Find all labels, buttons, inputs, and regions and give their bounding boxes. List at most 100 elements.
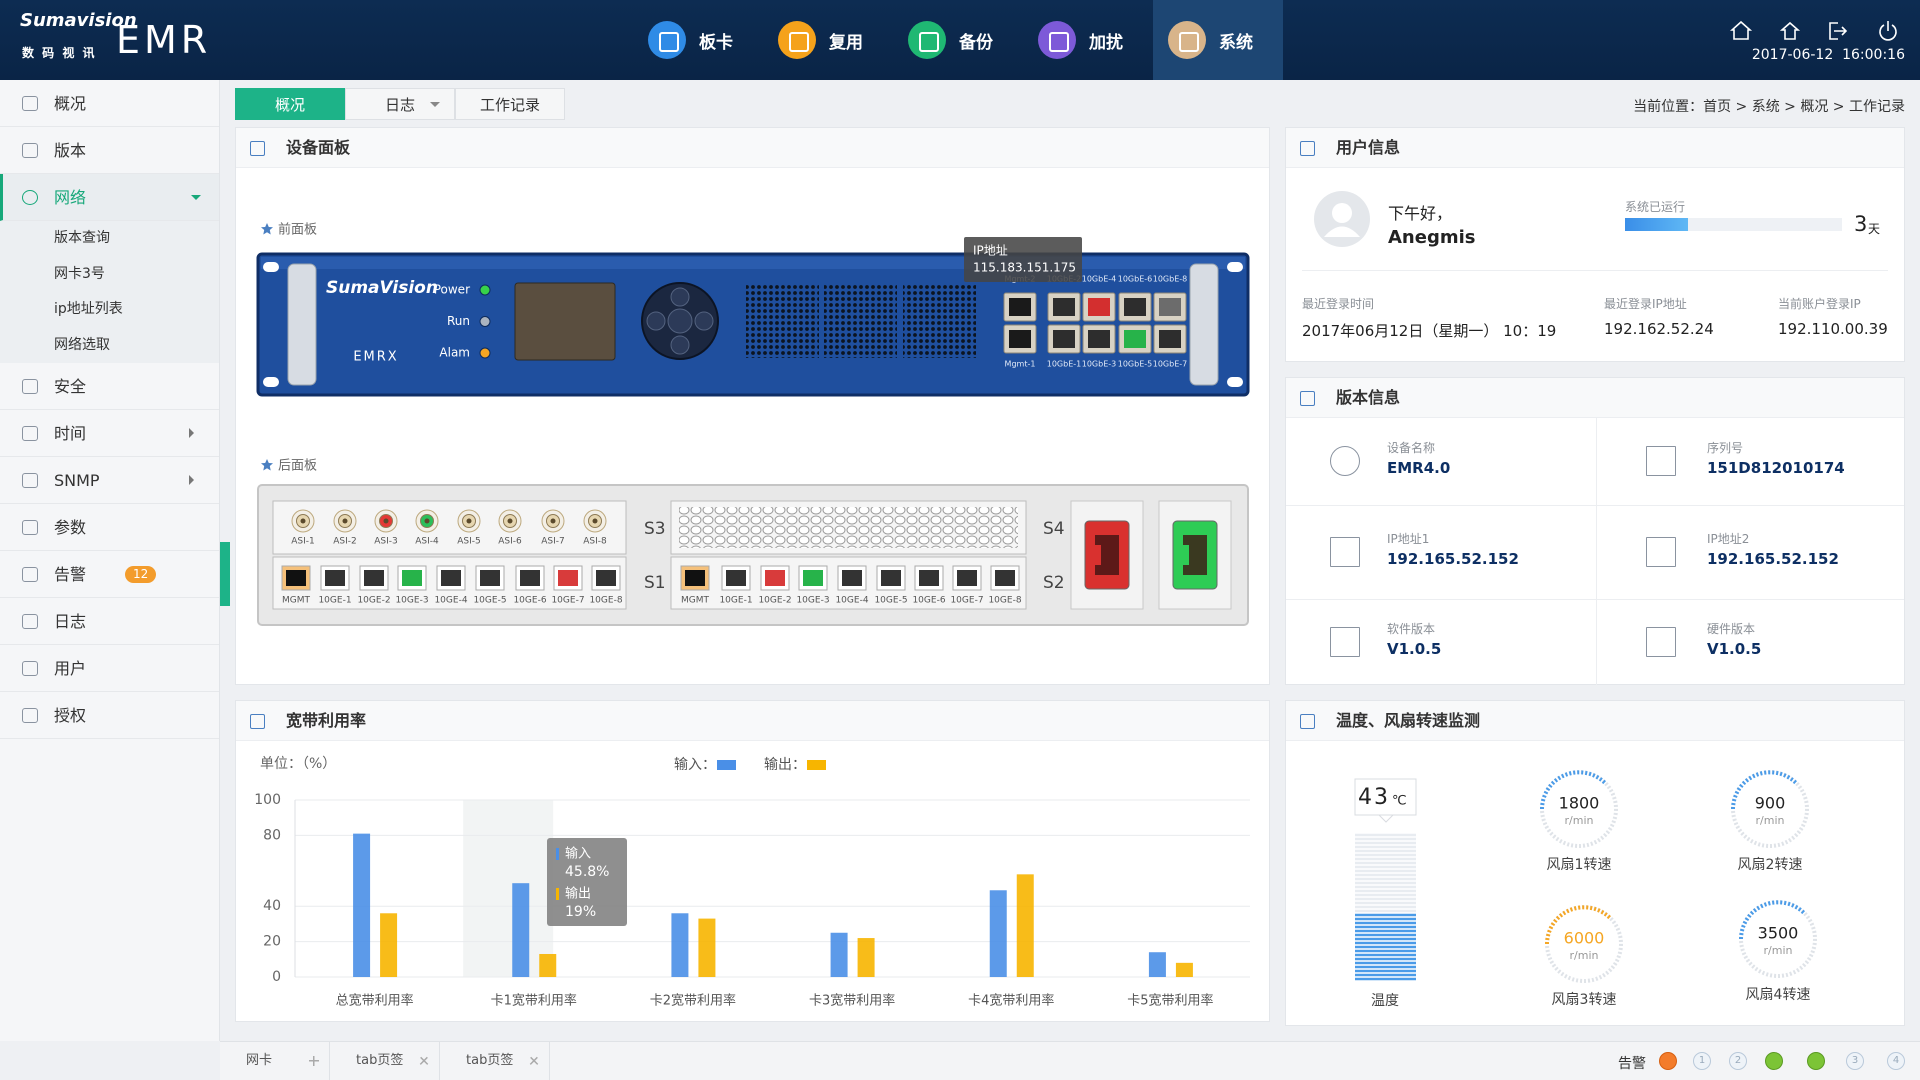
- field-icon: [1330, 537, 1360, 567]
- submenu-item[interactable]: 版本查询: [0, 221, 219, 257]
- submenu-item[interactable]: ip地址列表: [0, 292, 219, 328]
- asi-box: [272, 500, 627, 555]
- alarm-level[interactable]: [1807, 1052, 1825, 1070]
- menu-label: 授权: [54, 706, 87, 725]
- sidebar-item[interactable]: 版本: [0, 127, 219, 174]
- display: [514, 282, 616, 361]
- sidebar-item[interactable]: 安全: [0, 363, 219, 410]
- tab[interactable]: 日志: [345, 88, 455, 120]
- field-value: 192.165.52.152: [1707, 550, 1839, 568]
- divider: [1286, 505, 1904, 506]
- asi-label: ASI-8: [583, 537, 607, 547]
- sidebar-item[interactable]: 概况: [0, 80, 219, 127]
- vent: [903, 285, 976, 358]
- mount-slot: [1227, 262, 1243, 272]
- power-icon[interactable]: [1879, 21, 1897, 41]
- menu-label: 版本: [54, 141, 87, 160]
- port-label: 10GE-4: [835, 596, 868, 606]
- dpad-key: [694, 311, 714, 331]
- sidebar-item[interactable]: 告警 12: [0, 551, 219, 598]
- submenu-item[interactable]: 网卡3号: [0, 256, 219, 292]
- tab[interactable]: 工作记录: [455, 88, 565, 120]
- menu-icon: [22, 473, 38, 488]
- sidebar-item[interactable]: 日志: [0, 598, 219, 645]
- submenu-item[interactable]: 网络选取: [0, 327, 219, 363]
- alarm-level[interactable]: 3: [1846, 1052, 1864, 1070]
- sidebar-item[interactable]: 参数: [0, 504, 219, 551]
- tooltip-box: [547, 838, 627, 926]
- nav-icon: [778, 21, 816, 59]
- fan-speed: 900: [1755, 794, 1786, 813]
- alarm-level[interactable]: 4: [1887, 1052, 1905, 1070]
- home-icon[interactable]: [1730, 20, 1753, 40]
- brand-cn: 数 码 视 讯: [22, 46, 97, 60]
- close-icon[interactable]: [526, 1053, 542, 1069]
- exit-icon[interactable]: [1829, 22, 1848, 40]
- port-label: 10GE-7: [551, 596, 584, 606]
- add-icon[interactable]: [309, 1056, 319, 1066]
- uptime-unit: 天: [1868, 222, 1881, 236]
- close-icon[interactable]: [416, 1053, 432, 1069]
- alarm-level[interactable]: 2: [1729, 1052, 1747, 1070]
- alarm-level[interactable]: [1765, 1052, 1783, 1070]
- shirt-icon[interactable]: [1779, 21, 1801, 40]
- caret: [189, 475, 199, 485]
- nav-item[interactable]: 板卡: [633, 0, 763, 80]
- menu-icon: [22, 96, 38, 111]
- port-label: 10GE-5: [473, 596, 506, 606]
- nav-item[interactable]: 备份: [893, 0, 1023, 80]
- field-label: IP地址2: [1707, 532, 1750, 546]
- port-label: 10GE-2: [357, 596, 390, 606]
- nav-item[interactable]: 系统: [1153, 0, 1283, 80]
- bar: [830, 932, 848, 977]
- bar: [698, 918, 716, 977]
- fan-face: [1554, 914, 1614, 974]
- slot-label: S4: [1043, 519, 1065, 539]
- sidebar-item[interactable]: 用户: [0, 645, 219, 692]
- panel-header: 宽带利用率: [236, 701, 1269, 741]
- dpad-key: [646, 311, 666, 331]
- nav-item[interactable]: 加扰: [1023, 0, 1153, 80]
- vent: [824, 285, 897, 358]
- divider: [1302, 270, 1888, 271]
- fan-speed: 1800: [1559, 794, 1600, 813]
- bandwidth-chart: 单位：（%） 0 20 40 80 100 输入： 输出： 总宽带利用率 卡1宽带利用率 卡2宽带…: [254, 756, 1250, 1009]
- field-icon: [1646, 537, 1676, 567]
- port-label: 10GE-8: [988, 596, 1021, 606]
- alarm-level[interactable]: [1659, 1052, 1677, 1070]
- power-outlet: [1183, 535, 1207, 575]
- sidebar-item[interactable]: 时间: [0, 410, 219, 457]
- panel-title: 温度、风扇转速监测: [1336, 711, 1481, 730]
- sidebar-item[interactable]: SNMP: [0, 457, 219, 504]
- sidebar-item[interactable]: 授权: [0, 692, 219, 739]
- footer-tab[interactable]: 网卡: [220, 1042, 330, 1080]
- port-socket: [1009, 330, 1031, 348]
- port-label: 10GbE-8: [1153, 275, 1188, 284]
- field-label: 最近登录时间: [1302, 297, 1375, 311]
- sidebar-toggle[interactable]: [220, 542, 230, 606]
- panel-header: 版本信息: [1286, 378, 1904, 418]
- y-tick-label: 0: [272, 969, 281, 985]
- sidebar-item[interactable]: 网络: [0, 174, 219, 221]
- nav-item[interactable]: 复用: [763, 0, 893, 80]
- nav-label: 备份: [959, 32, 993, 53]
- field-value: 151D812010174: [1707, 459, 1845, 477]
- alarm-level[interactable]: 1: [1693, 1052, 1711, 1070]
- uptime-track: [1625, 218, 1842, 231]
- panel-title: 版本信息: [1336, 388, 1401, 407]
- panel-title: 宽带利用率: [286, 711, 367, 730]
- field-label: IP地址1: [1387, 532, 1430, 546]
- footer-tab[interactable]: tab页签: [440, 1042, 550, 1080]
- legend-label: 输入：: [674, 757, 716, 773]
- port-label: 10GE-6: [912, 596, 945, 606]
- footer-tab[interactable]: tab页签: [330, 1042, 440, 1080]
- fan-speed: 3500: [1758, 924, 1799, 943]
- field-label: 最近登录IP地址: [1604, 297, 1687, 311]
- port-label: 10GbE-4: [1082, 275, 1117, 284]
- panel-icon: [250, 714, 265, 729]
- dropdown-caret: [430, 102, 440, 112]
- field-value: V1.0.5: [1387, 640, 1442, 658]
- tab[interactable]: 概况: [235, 88, 345, 120]
- asi-pin: [466, 518, 472, 524]
